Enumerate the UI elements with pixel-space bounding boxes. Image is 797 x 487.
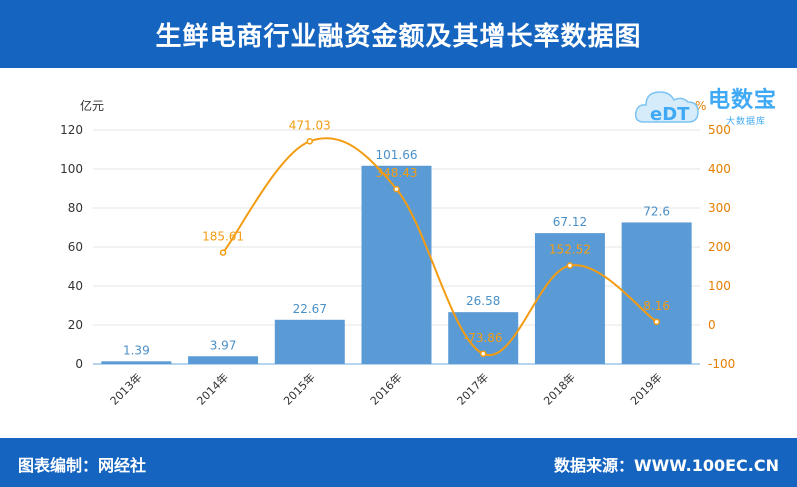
line-value-label: 348.43 <box>376 166 418 180</box>
bar-value-label: 22.67 <box>293 302 327 316</box>
bar-series <box>101 165 692 364</box>
line-value-label: 8.16 <box>643 299 670 313</box>
y-left-tick-label: 120 <box>60 123 83 137</box>
cloud-icon: eDT <box>634 91 699 125</box>
y-left-tick-label: 60 <box>68 240 83 254</box>
line-point <box>653 318 660 326</box>
y-left-tick-label: 40 <box>68 279 83 293</box>
line-point <box>219 249 227 256</box>
line-value-label: 185.61 <box>202 230 244 244</box>
logo-title: 电数宝 <box>708 88 778 113</box>
bar-value-label: 72.6 <box>643 204 670 218</box>
bar <box>361 165 432 364</box>
line-series <box>219 137 660 358</box>
x-tick-label: 2019年 <box>627 370 664 407</box>
bar <box>101 361 172 364</box>
line-point <box>566 262 574 269</box>
data-labels: 1.39 3.97 22.67 101.66 26.58 67.12 72.6 185.61 4… <box>123 118 670 357</box>
y-right-tick-label: 100 <box>708 279 731 293</box>
y-left-tick-label: 0 <box>75 357 83 371</box>
bar-value-label: 3.97 <box>210 338 237 352</box>
logo-mark: eDT <box>650 104 690 125</box>
line-value-label: -73.86 <box>464 331 503 345</box>
y-right-tick-label: 500 <box>708 123 731 137</box>
page-title: 生鲜电商行业融资金额及其增长率数据图 <box>155 21 642 52</box>
x-tick-label: 2018年 <box>541 370 578 407</box>
header-banner: 生鲜电商行业融资金额及其增长率数据图 <box>0 0 797 68</box>
y-right-tick-label: 400 <box>708 162 731 176</box>
x-tick-label: 2017年 <box>454 370 491 407</box>
y-left-tick-label: 100 <box>60 162 83 176</box>
bar-value-label: 101.66 <box>376 148 418 162</box>
bar <box>534 233 605 364</box>
y-left-tick-label: 20 <box>68 318 83 332</box>
y-right-unit: % <box>695 99 706 113</box>
bar <box>188 356 259 364</box>
y-right-tick-label: 300 <box>708 201 731 215</box>
footer-banner: 图表编制：网经社 数据来源：WWW.100EC.CN <box>0 438 797 487</box>
logo-subtitle: 大数据库 <box>726 117 767 127</box>
bar <box>274 319 345 364</box>
line-value-label: 152.52 <box>549 243 591 257</box>
line-point <box>306 138 314 145</box>
footer-source: 数据来源：WWW.100EC.CN <box>553 456 779 475</box>
x-tick-label: 2014年 <box>194 370 231 407</box>
bar-value-label: 1.39 <box>123 343 150 357</box>
y-right-tick-label: 200 <box>708 240 731 254</box>
y-right-tick-label: 0 <box>708 318 716 332</box>
y-left-tick-label: 80 <box>68 201 83 215</box>
chart-area: 0 20 40 60 80 100 120 -100 0 100 200 300 400 500 亿元 % 20… <box>60 98 735 408</box>
x-tick-label: 2015年 <box>280 370 317 407</box>
line-point <box>393 185 400 193</box>
y-left-unit: 亿元 <box>80 98 104 113</box>
x-tick-label: 2013年 <box>107 370 144 407</box>
brand-logo: eDT 电数宝 大数据库 <box>632 78 792 134</box>
x-tick-label: 2016年 <box>367 370 404 407</box>
y-right-tick-label: -100 <box>708 357 735 371</box>
line-point <box>479 350 487 358</box>
bar-value-label: 67.12 <box>553 215 587 229</box>
bar <box>621 222 692 364</box>
bar-value-label: 26.58 <box>466 294 500 308</box>
footer-credit: 图表编制：网经社 <box>18 456 147 475</box>
line-value-label: 471.03 <box>289 118 331 132</box>
